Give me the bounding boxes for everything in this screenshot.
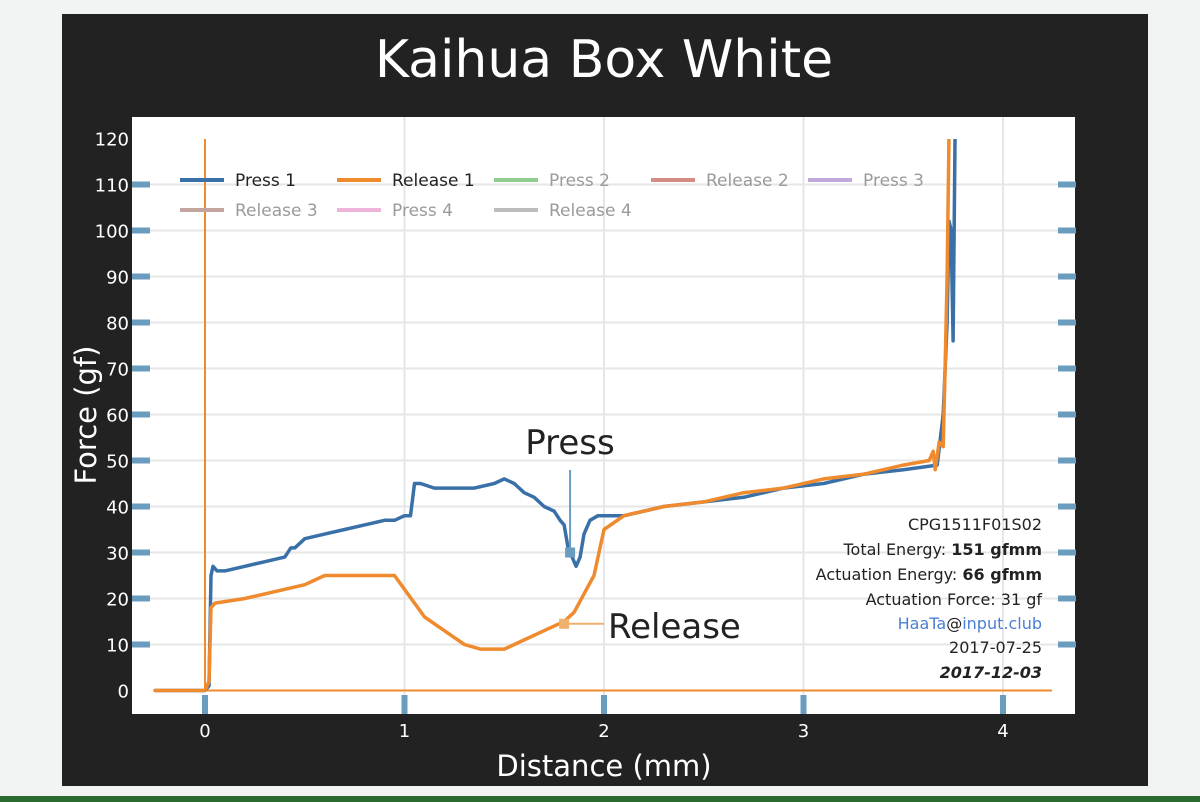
- info-box: CPG1511F01S02 Total Energy: 151 gfmm Act…: [816, 515, 1043, 682]
- y-tick-label: 100: [95, 222, 129, 243]
- series-layer: [153, 139, 1052, 693]
- y-tick-marker-left: [132, 595, 150, 602]
- y-tick-marker-right: [1058, 457, 1076, 464]
- y-tick-label: 50: [106, 452, 129, 473]
- y-tick-label: 10: [106, 636, 129, 657]
- y-tick-marker-left: [132, 457, 150, 464]
- y-tick-label: 30: [106, 544, 129, 565]
- y-tick-label: 70: [106, 360, 129, 381]
- date-updated: 2017-12-03: [940, 663, 1042, 682]
- y-tick-marker-left: [132, 549, 150, 556]
- legend-label: Press 3: [863, 171, 924, 191]
- annotations: Press Release: [525, 423, 741, 647]
- x-tick-label: 1: [399, 721, 410, 742]
- author[interactable]: HaaTa@input.club: [898, 614, 1042, 633]
- x-axis-label: Distance (mm): [496, 749, 711, 783]
- y-tick-marker-right: [1058, 503, 1076, 510]
- press-annotation-text: Press: [525, 423, 614, 463]
- y-axis-label: Force (gf): [69, 346, 103, 485]
- x-tick-label: 4: [997, 721, 1008, 742]
- y-tick-marker-left: [132, 227, 150, 234]
- legend-label: Press 1: [235, 171, 296, 191]
- x-tick-label: 0: [199, 721, 210, 742]
- chart-title: Kaihua Box White: [375, 30, 833, 90]
- y-tick-marker-left: [132, 273, 150, 280]
- y-tick-marker-left: [132, 503, 150, 510]
- part-number: CPG1511F01S02: [908, 515, 1042, 534]
- y-tick-label: 110: [95, 176, 129, 197]
- y-tick-label: 0: [118, 682, 129, 703]
- y-tick-marker-left: [132, 641, 150, 648]
- y-tick-label: 80: [106, 314, 129, 335]
- y-tick-marker-right: [1058, 273, 1076, 280]
- y-tick-marker-right: [1058, 319, 1076, 326]
- legend-label: Press 2: [549, 171, 610, 191]
- x-tick-marker: [601, 695, 607, 714]
- legend-label: Release 4: [549, 201, 632, 221]
- release-annotation-marker: [559, 618, 570, 629]
- y-tick-marker-right: [1058, 181, 1076, 188]
- release-annotation-text: Release: [608, 607, 741, 647]
- actuation-energy: Actuation Energy: 66 gfmm: [816, 565, 1042, 584]
- date-created: 2017-07-25: [949, 638, 1042, 657]
- y-tick-label: 120: [95, 130, 129, 151]
- legend-label: Press 4: [392, 201, 453, 221]
- y-tick-label: 90: [106, 268, 129, 289]
- legend-label: Release 3: [235, 201, 318, 221]
- y-tick-marker-right: [1058, 595, 1076, 602]
- series-line-release-1: [153, 139, 951, 693]
- y-tick-marker-right: [1058, 227, 1076, 234]
- y-tick-marker-right: [1058, 365, 1076, 372]
- y-tick-marker-left: [132, 411, 150, 418]
- actuation-force: Actuation Force: 31 gf: [866, 590, 1043, 609]
- y-tick-marker-left: [132, 365, 150, 372]
- x-tick-label: 2: [598, 721, 609, 742]
- y-tick-marker-left: [132, 319, 150, 326]
- y-tick-marker-right: [1058, 549, 1076, 556]
- x-tick-marker: [202, 695, 208, 714]
- x-tick-marker: [800, 695, 807, 714]
- press-annotation-marker: [565, 547, 576, 558]
- x-tick-marker: [1000, 695, 1006, 714]
- legend-label: Release 1: [392, 171, 475, 191]
- y-tick-marker-right: [1058, 411, 1076, 418]
- x-tick-label: 3: [798, 721, 809, 742]
- legend-label: Release 2: [706, 171, 789, 191]
- y-tick-label: 20: [106, 590, 129, 611]
- total-energy: Total Energy: 151 gfmm: [842, 540, 1042, 559]
- y-tick-marker-left: [132, 181, 150, 188]
- legend: Press 1 Release 1 Press 2 Release 2 Press 3 R…: [180, 171, 924, 221]
- series-line-press-1: [153, 139, 957, 693]
- y-tick-marker-right: [1058, 641, 1076, 648]
- y-tick-label: 40: [106, 498, 129, 519]
- y-tick-label: 60: [106, 406, 129, 427]
- bottom-bar: [0, 796, 1200, 802]
- x-tick-marker: [401, 695, 408, 714]
